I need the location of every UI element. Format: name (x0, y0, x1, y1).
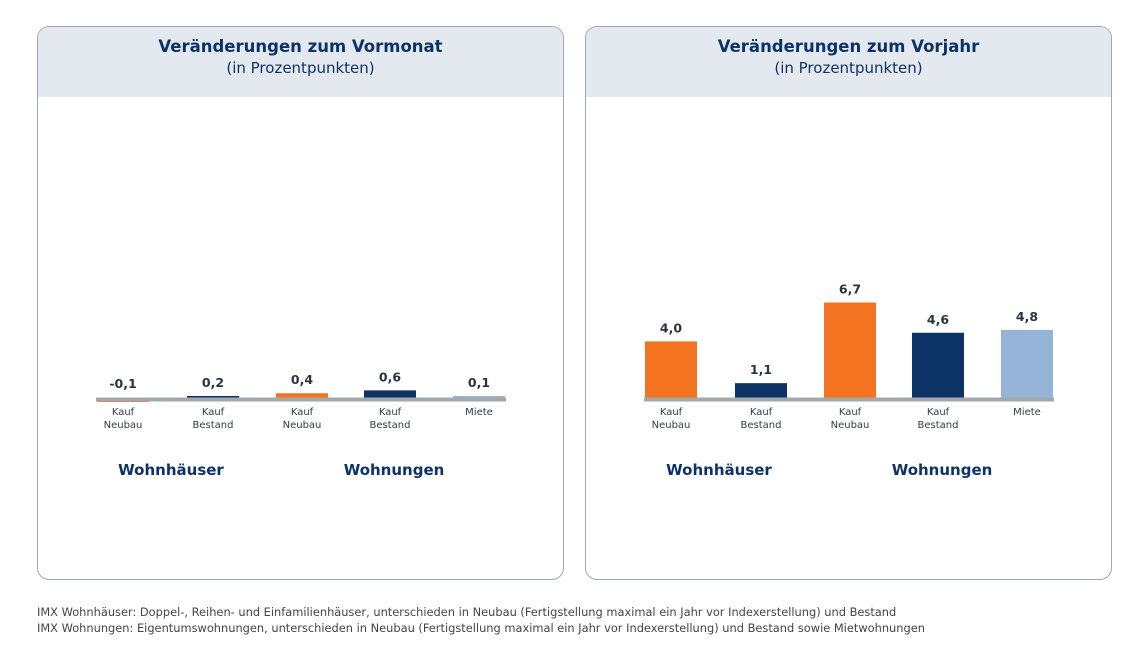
x-tick-label: Kauf (839, 407, 862, 418)
x-tick-label: Kauf (291, 407, 314, 418)
x-tick-label: Bestand (918, 420, 959, 431)
chart-title: Veränderungen zum Vormonat (158, 37, 443, 56)
x-tick-label: Kauf (379, 407, 402, 418)
bar (735, 383, 787, 399)
data-label: 4,8 (1016, 309, 1038, 324)
footnote-line-wohnhaeuser: IMX Wohnhäuser: Doppel-, Reihen- und Ein… (37, 605, 897, 619)
x-axis-baseline (96, 397, 506, 402)
x-tick-label: Bestand (193, 420, 234, 431)
panel-monthly-change: Veränderungen zum Vormonat (in Prozentpu… (37, 26, 564, 580)
bar (1001, 329, 1053, 399)
x-tick-label: Kauf (202, 407, 225, 418)
footnote: IMX Wohnhäuser: Doppel-, Reihen- und Ein… (37, 604, 925, 636)
x-tick-label: Bestand (741, 420, 782, 431)
chart-title: Veränderungen zum Vorjahr (717, 37, 980, 56)
footnote-line-wohnungen: IMX Wohnungen: Eigentumswohnungen, unter… (37, 621, 925, 635)
x-tick-label: Neubau (831, 420, 870, 431)
group-label: Wohnhäuser (118, 461, 224, 479)
x-tick-label: Neubau (283, 420, 322, 431)
yearly-change-bar-chart: 4,0 1,1 6,7 4,6 4,8 Kauf Neubau Kauf Bestand Kauf… (644, 282, 1054, 479)
chart-subtitle: (in Prozentpunkten) (226, 59, 375, 77)
x-tick-label: Kauf (927, 407, 950, 418)
x-tick-label: Bestand (370, 420, 411, 431)
panel-header: Veränderungen zum Vormonat (in Prozentpu… (38, 27, 563, 97)
group-label: Wohnungen (892, 461, 993, 479)
data-label: 4,0 (660, 320, 682, 335)
data-label: 4,6 (927, 312, 949, 327)
bar (824, 302, 876, 399)
data-label: 1,1 (750, 362, 772, 377)
bar (912, 332, 964, 399)
x-tick-label: Kauf (660, 407, 683, 418)
monthly-change-bar-chart: -0,1 0,2 0,4 0,6 0,1 Kauf Neubau Kauf Bestand Kau… (96, 369, 506, 479)
data-label: 0,6 (379, 369, 401, 384)
data-label: 6,7 (839, 282, 861, 297)
bar (364, 390, 416, 399)
data-label: -0,1 (109, 376, 136, 391)
x-tick-label: Kauf (112, 407, 135, 418)
group-label: Wohnhäuser (666, 461, 772, 479)
x-tick-label: Kauf (750, 407, 773, 418)
data-label: 0,1 (468, 375, 490, 390)
x-axis-baseline (644, 397, 1054, 402)
data-label: 0,4 (291, 372, 313, 387)
bar (276, 393, 328, 399)
x-tick-label: Miete (465, 407, 493, 418)
x-tick-label: Neubau (104, 420, 143, 431)
group-label: Wohnungen (344, 461, 445, 479)
panel-header: Veränderungen zum Vorjahr (in Prozentpun… (586, 27, 1111, 97)
x-tick-label: Miete (1013, 407, 1041, 418)
data-label: 0,2 (202, 375, 224, 390)
x-tick-label: Neubau (652, 420, 691, 431)
panel-yearly-change: Veränderungen zum Vorjahr (in Prozentpun… (585, 26, 1112, 580)
bar (645, 341, 697, 399)
chart-subtitle: (in Prozentpunkten) (774, 59, 923, 77)
